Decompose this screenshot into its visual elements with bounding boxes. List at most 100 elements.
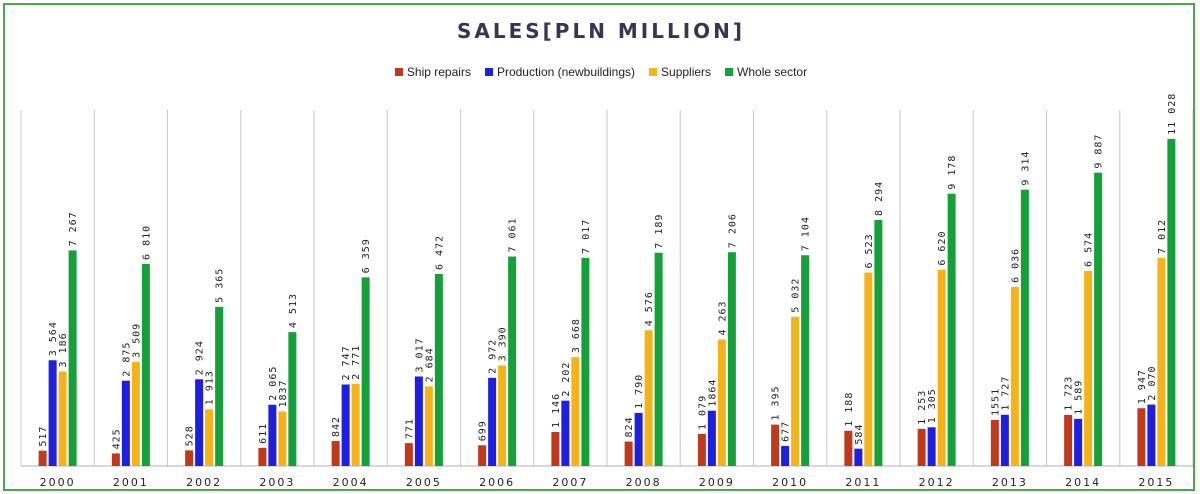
data-label-suppliers-2014: 6 574 <box>1084 232 1095 267</box>
bar-whole-sector-2011 <box>874 219 883 466</box>
legend-label-whole-sector: Whole sector <box>737 65 808 79</box>
legend-label-ship-repairs: Ship repairs <box>406 65 471 79</box>
data-label-suppliers-2007: 3 668 <box>571 318 582 353</box>
data-label-production-newbuildings-2012: 1 305 <box>927 388 938 423</box>
bar-suppliers-2013 <box>1010 286 1019 466</box>
bar-production-newbuildings-2006 <box>488 377 497 466</box>
bar-ship-repairs-2006 <box>478 445 487 466</box>
bar-ship-repairs-2003 <box>258 447 267 466</box>
bar-suppliers-2003 <box>278 411 287 466</box>
data-label-suppliers-2004: 2 771 <box>351 345 362 380</box>
x-tick-label-2012: 2012 <box>919 476 955 489</box>
bar-production-newbuildings-2003 <box>268 404 277 466</box>
data-label-whole-sector-2008: 7 189 <box>654 214 665 249</box>
data-label-ship-repairs-2010: 1 395 <box>771 386 782 421</box>
x-tick-label-2007: 2007 <box>552 476 588 489</box>
data-label-ship-repairs-2005: 771 <box>404 418 415 439</box>
bar-whole-sector-2005 <box>434 273 443 466</box>
legend-label-suppliers: Suppliers <box>661 65 712 79</box>
data-label-production-newbuildings-2014: 1 589 <box>1074 380 1085 415</box>
data-label-production-newbuildings-2005: 3 017 <box>414 337 425 372</box>
legend-item-production: Production (newbuildings) <box>484 65 635 79</box>
bar-production-newbuildings-2001 <box>121 380 130 466</box>
bar-ship-repairs-2012 <box>917 428 926 466</box>
data-label-whole-sector-2015: 11 028 <box>1167 93 1178 135</box>
x-tick-label-2004: 2004 <box>333 476 369 489</box>
data-label-whole-sector-2010: 7 104 <box>801 216 812 251</box>
bar-whole-sector-2012 <box>947 193 956 466</box>
data-label-suppliers-2000: 3 186 <box>58 332 69 367</box>
bar-ship-repairs-2004 <box>331 441 340 466</box>
data-label-production-newbuildings-2004: 2 747 <box>341 345 352 380</box>
x-tick-label-2001: 2001 <box>113 476 149 489</box>
bar-whole-sector-2014 <box>1094 172 1103 466</box>
data-label-whole-sector-2007: 7 017 <box>581 219 592 254</box>
data-label-whole-sector-2009: 7 206 <box>727 213 738 248</box>
chart-frame: SALES[PLN MILLION] Ship repairs Producti… <box>3 3 1195 491</box>
bar-production-newbuildings-2009 <box>707 410 716 466</box>
bar-ship-repairs-2009 <box>697 433 706 466</box>
legend: Ship repairs Production (newbuildings) S… <box>5 65 1197 79</box>
x-tick-label-2000: 2000 <box>40 476 76 489</box>
bar-suppliers-2004 <box>351 383 360 466</box>
bar-whole-sector-2010 <box>801 255 810 466</box>
bar-production-newbuildings-2002 <box>195 379 204 466</box>
data-label-whole-sector-2002: 5 365 <box>215 268 226 303</box>
x-tick-label-2006: 2006 <box>479 476 515 489</box>
bar-ship-repairs-2005 <box>404 443 413 466</box>
bar-whole-sector-2009 <box>727 252 736 466</box>
data-label-suppliers-2013: 6 036 <box>1010 248 1021 283</box>
x-tick-label-2003: 2003 <box>259 476 295 489</box>
x-tick-label-2013: 2013 <box>992 476 1028 489</box>
data-label-whole-sector-2012: 9 178 <box>947 155 958 190</box>
x-tick-label-2014: 2014 <box>1065 476 1101 489</box>
bar-production-newbuildings-2000 <box>48 360 57 466</box>
data-label-suppliers-2002: 1 913 <box>205 370 216 405</box>
legend-item-ship-repairs: Ship repairs <box>394 65 471 79</box>
data-label-suppliers-2010: 5 032 <box>791 278 802 313</box>
bar-whole-sector-2000 <box>68 250 77 466</box>
data-label-production-newbuildings-2006: 2 972 <box>488 339 499 374</box>
data-label-ship-repairs-2009: 1 079 <box>697 395 708 430</box>
data-label-whole-sector-2003: 4 513 <box>288 293 299 328</box>
bar-whole-sector-2004 <box>361 277 370 466</box>
data-label-ship-repairs-2001: 425 <box>111 428 122 449</box>
bar-ship-repairs-2011 <box>844 430 853 466</box>
bar-whole-sector-2001 <box>141 263 150 466</box>
bar-whole-sector-2008 <box>654 252 663 466</box>
x-tick-label-2008: 2008 <box>626 476 662 489</box>
bar-ship-repairs-2000 <box>38 450 47 466</box>
bar-whole-sector-2007 <box>581 257 590 466</box>
data-label-production-newbuildings-2015: 2 070 <box>1147 365 1158 400</box>
data-label-whole-sector-2001: 6 810 <box>141 225 152 260</box>
data-label-suppliers-2005: 2 684 <box>424 347 435 382</box>
bar-suppliers-2001 <box>131 361 140 466</box>
data-label-ship-repairs-2002: 528 <box>185 425 196 446</box>
bar-whole-sector-2003 <box>288 332 297 466</box>
bar-whole-sector-2006 <box>508 256 517 466</box>
x-tick-label-2010: 2010 <box>772 476 808 489</box>
data-label-production-newbuildings-2009: 1864 <box>707 379 718 407</box>
x-tick-label-2005: 2005 <box>406 476 442 489</box>
bar-production-newbuildings-2011 <box>854 448 863 466</box>
data-label-ship-repairs-2014: 1 723 <box>1064 376 1075 411</box>
data-label-production-newbuildings-2007: 2 202 <box>561 362 572 397</box>
data-label-production-newbuildings-2002: 2 924 <box>195 340 206 375</box>
data-label-ship-repairs-2012: 1 253 <box>917 390 928 425</box>
bar-ship-repairs-2015 <box>1137 408 1146 466</box>
bar-production-newbuildings-2004 <box>341 384 350 466</box>
bar-ship-repairs-2002 <box>185 450 194 466</box>
bar-suppliers-2007 <box>571 357 580 466</box>
data-label-ship-repairs-2015: 1 947 <box>1137 369 1148 404</box>
data-label-ship-repairs-2007: 1 146 <box>551 393 562 428</box>
bar-production-newbuildings-2005 <box>414 376 423 466</box>
legend-item-whole-sector: Whole sector <box>725 65 807 79</box>
bar-production-newbuildings-2012 <box>927 427 936 466</box>
bar-whole-sector-2015 <box>1167 138 1176 466</box>
data-label-suppliers-2015: 7 012 <box>1157 219 1168 254</box>
data-label-ship-repairs-2008: 824 <box>624 416 635 437</box>
bar-suppliers-2002 <box>205 409 214 466</box>
legend-swatch-production <box>484 68 493 76</box>
bar-whole-sector-2013 <box>1020 189 1029 466</box>
